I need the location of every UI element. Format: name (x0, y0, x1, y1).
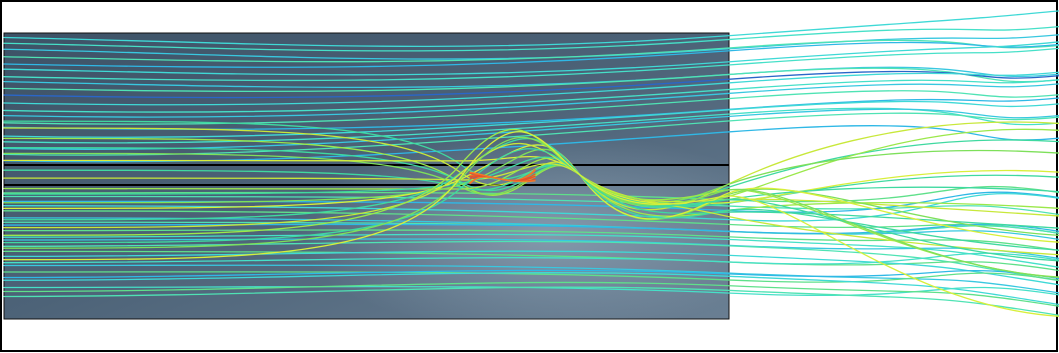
flow-visualization (0, 0, 1059, 353)
page: (() => { const svg = document.getElement… (0, 0, 1059, 353)
